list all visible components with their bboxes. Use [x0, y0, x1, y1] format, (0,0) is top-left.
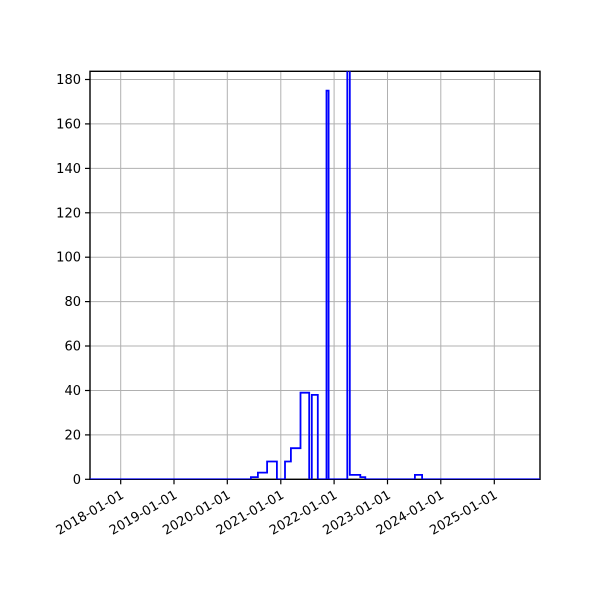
plot-border: [89, 70, 541, 481]
y-tick-label: 100: [56, 251, 81, 266]
y-tick-label: 60: [64, 340, 81, 355]
y-tick-label: 160: [56, 117, 81, 132]
y-tick-label: 0: [73, 473, 81, 488]
y-tick-label: 120: [56, 206, 81, 221]
y-tick-label: 180: [56, 73, 81, 88]
y-tick-label: 140: [56, 162, 81, 177]
y-tick-label: 40: [64, 384, 81, 399]
data-series-line: [90, 71, 540, 480]
y-tick-label: 80: [64, 295, 81, 310]
y-tick-label: 20: [64, 428, 81, 443]
